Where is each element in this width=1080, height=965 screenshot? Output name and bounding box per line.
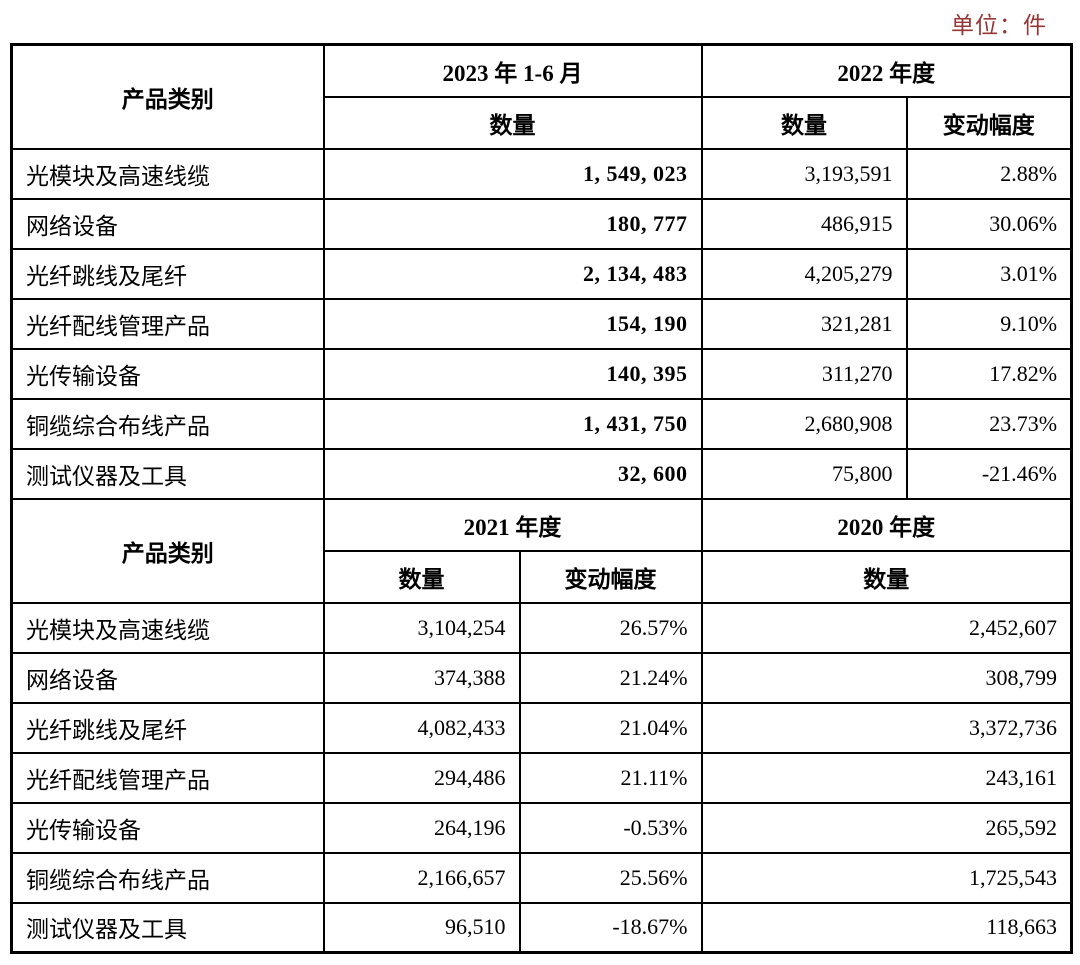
product-name-cell: 光模块及高速线缆 xyxy=(10,147,325,200)
table-row: 测试仪器及工具 32, 600 75,800 -21.46% xyxy=(10,447,1073,500)
section2-change-2021-subheader: 变动幅度 xyxy=(518,549,703,604)
qty-2023-cell: 180, 777 xyxy=(322,197,703,250)
table-row: 铜缆综合布线产品 2,166,657 25.56% 1,725,543 xyxy=(10,851,1073,904)
table-row: 测试仪器及工具 96,510 -18.67% 118,663 xyxy=(10,901,1073,954)
qty-2021-cell: 3,104,254 xyxy=(322,601,521,654)
qty-2023-cell: 1, 549, 023 xyxy=(322,147,703,200)
section1-qty-2022-subheader: 数量 xyxy=(700,95,908,150)
section1-period-2023-header: 2023 年 1-6 月 xyxy=(322,43,703,98)
qty-2023-cell: 2, 134, 483 xyxy=(322,247,703,300)
table-row: 光纤跳线及尾纤 4,082,433 21.04% 3,372,736 xyxy=(10,701,1073,754)
table-row: 光纤配线管理产品 154, 190 321,281 9.10% xyxy=(10,297,1073,350)
product-name-cell: 光纤配线管理产品 xyxy=(10,297,325,350)
qty-2020-cell: 1,725,543 xyxy=(700,851,1073,904)
qty-2023-cell: 140, 395 xyxy=(322,347,703,400)
product-name-cell: 光传输设备 xyxy=(10,347,325,400)
qty-2021-cell: 96,510 xyxy=(322,901,521,954)
qty-2020-cell: 243,161 xyxy=(700,751,1073,804)
change-2022-cell: 3.01% xyxy=(905,247,1073,300)
change-2021-cell: -18.67% xyxy=(518,901,703,954)
table-row: 光纤配线管理产品 294,486 21.11% 243,161 xyxy=(10,751,1073,804)
qty-2021-cell: 4,082,433 xyxy=(322,701,521,754)
section2-header-row1: 产品类别 2021 年度 2020 年度 xyxy=(10,497,1073,604)
qty-2020-cell: 2,452,607 xyxy=(700,601,1073,654)
qty-2021-cell: 2,166,657 xyxy=(322,851,521,904)
qty-2022-cell: 2,680,908 xyxy=(700,397,908,450)
qty-2023-cell: 154, 190 xyxy=(322,297,703,350)
section1-period-2022-header: 2022 年度 xyxy=(700,43,1073,98)
qty-2021-cell: 374,388 xyxy=(322,651,521,704)
qty-2022-cell: 311,270 xyxy=(700,347,908,400)
change-2022-cell: 17.82% xyxy=(905,347,1073,400)
qty-2022-cell: 4,205,279 xyxy=(700,247,908,300)
section1-product-category-header: 产品类别 xyxy=(10,43,325,150)
qty-2020-cell: 118,663 xyxy=(700,901,1073,954)
product-name-cell: 测试仪器及工具 xyxy=(10,901,325,954)
change-2022-cell: 2.88% xyxy=(905,147,1073,200)
table-row: 光模块及高速线缆 1, 549, 023 3,193,591 2.88% xyxy=(10,147,1073,200)
section2-period-2020-header: 2020 年度 xyxy=(700,497,1073,552)
product-name-cell: 光模块及高速线缆 xyxy=(10,601,325,654)
qty-2021-cell: 264,196 xyxy=(322,801,521,854)
product-name-cell: 光纤跳线及尾纤 xyxy=(10,701,325,754)
product-name-cell: 光纤跳线及尾纤 xyxy=(10,247,325,300)
change-2022-cell: 9.10% xyxy=(905,297,1073,350)
qty-2023-cell: 1, 431, 750 xyxy=(322,397,703,450)
table-row: 网络设备 180, 777 486,915 30.06% xyxy=(10,197,1073,250)
section2-header-row2: 数量 变动幅度 数量 xyxy=(12,549,1073,604)
qty-2022-cell: 3,193,591 xyxy=(700,147,908,200)
section2-product-category-header: 产品类别 xyxy=(10,497,325,604)
change-2022-cell: 23.73% xyxy=(905,397,1073,450)
product-name-cell: 光纤配线管理产品 xyxy=(10,751,325,804)
unit-label: 单位：件 xyxy=(951,13,1047,38)
product-name-cell: 铜缆综合布线产品 xyxy=(10,397,325,450)
table-row: 光纤跳线及尾纤 2, 134, 483 4,205,279 3.01% xyxy=(10,247,1073,300)
product-quantity-table: 产品类别 2023 年 1-6 月 2022 年度 数量 数量 变动幅度 光模块… xyxy=(10,43,1074,954)
product-name-cell: 网络设备 xyxy=(10,651,325,704)
section2-qty-2020-subheader: 数量 xyxy=(700,549,1073,604)
change-2022-cell: -21.46% xyxy=(905,447,1073,500)
qty-2021-cell: 294,486 xyxy=(322,751,521,804)
product-name-cell: 测试仪器及工具 xyxy=(10,447,325,500)
table-row: 光传输设备 140, 395 311,270 17.82% xyxy=(10,347,1073,400)
qty-2020-cell: 308,799 xyxy=(700,651,1073,704)
change-2021-cell: 21.11% xyxy=(518,751,703,804)
table-row: 光传输设备 264,196 -0.53% 265,592 xyxy=(10,801,1073,854)
qty-2020-cell: 265,592 xyxy=(700,801,1073,854)
product-name-cell: 网络设备 xyxy=(10,197,325,250)
section2-period-2021-header: 2021 年度 xyxy=(322,497,703,552)
table-row: 光模块及高速线缆 3,104,254 26.57% 2,452,607 xyxy=(10,601,1073,654)
section1-change-2022-subheader: 变动幅度 xyxy=(905,95,1073,150)
change-2021-cell: -0.53% xyxy=(518,801,703,854)
section1-header-row1: 产品类别 2023 年 1-6 月 2022 年度 xyxy=(10,43,1073,150)
qty-2022-cell: 486,915 xyxy=(700,197,908,250)
table-row: 铜缆综合布线产品 1, 431, 750 2,680,908 23.73% xyxy=(10,397,1073,450)
section1-header-row2: 数量 数量 变动幅度 xyxy=(12,95,1073,150)
product-name-cell: 光传输设备 xyxy=(10,801,325,854)
section2-qty-2021-subheader: 数量 xyxy=(322,549,521,604)
product-name-cell: 铜缆综合布线产品 xyxy=(10,851,325,904)
qty-2022-cell: 321,281 xyxy=(700,297,908,350)
qty-2023-cell: 32, 600 xyxy=(322,447,703,500)
section1-qty-2023-subheader: 数量 xyxy=(322,95,703,150)
change-2022-cell: 30.06% xyxy=(905,197,1073,250)
change-2021-cell: 26.57% xyxy=(518,601,703,654)
change-2021-cell: 25.56% xyxy=(518,851,703,904)
qty-2022-cell: 75,800 xyxy=(700,447,908,500)
change-2021-cell: 21.24% xyxy=(518,651,703,704)
change-2021-cell: 21.04% xyxy=(518,701,703,754)
table-row: 网络设备 374,388 21.24% 308,799 xyxy=(10,651,1073,704)
qty-2020-cell: 3,372,736 xyxy=(700,701,1073,754)
